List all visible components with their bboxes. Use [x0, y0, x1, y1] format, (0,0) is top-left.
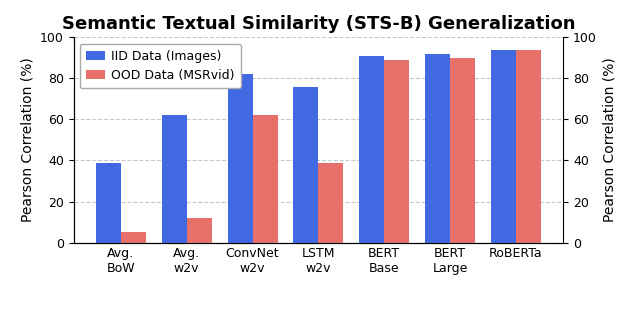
Bar [187, 218, 212, 243]
Bar [491, 50, 516, 243]
Y-axis label: Pearson Correlation (%): Pearson Correlation (%) [20, 58, 35, 222]
Bar [293, 86, 319, 243]
Bar [253, 115, 278, 243]
Bar [384, 60, 409, 243]
Bar [450, 58, 475, 243]
Bar [228, 74, 253, 243]
Bar [96, 163, 121, 243]
Bar [425, 54, 450, 243]
Legend: IID Data (Images), OOD Data (MSRvid): IID Data (Images), OOD Data (MSRvid) [80, 44, 241, 88]
Y-axis label: Pearson Correlation (%): Pearson Correlation (%) [602, 58, 616, 222]
Title: Semantic Textual Similarity (STS-B) Generalization: Semantic Textual Similarity (STS-B) Gene… [61, 15, 575, 33]
Bar [359, 56, 384, 243]
Bar [121, 232, 146, 243]
Bar [319, 163, 344, 243]
Bar [162, 115, 187, 243]
Bar [516, 50, 541, 243]
